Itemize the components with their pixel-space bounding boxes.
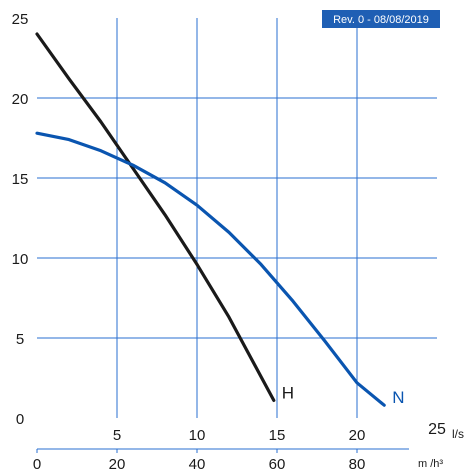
- x-tick-labels: 5 10 15 20 25: [113, 421, 446, 444]
- x-unit-primary: l/s: [452, 427, 464, 441]
- series-line-H: [35, 32, 276, 402]
- secondary-tick-label: 80: [349, 456, 366, 472]
- curves: [35, 32, 386, 407]
- series-line-N: [35, 131, 386, 407]
- y-tick-label: 25: [12, 11, 29, 28]
- secondary-tick-label: 20: [109, 456, 126, 472]
- x-tick-label: 5: [113, 427, 121, 444]
- secondary-tick-label: 40: [189, 456, 206, 472]
- y-tick-label: 20: [12, 91, 29, 108]
- series-label-H: H: [282, 383, 294, 402]
- y-tick-label: 0: [16, 411, 24, 428]
- grid: [37, 18, 437, 450]
- y-tick-label: 15: [12, 171, 29, 188]
- x-tick-label: 10: [189, 427, 206, 444]
- series-label-N: N: [392, 388, 404, 407]
- x-unit-secondary: m /h³: [418, 458, 443, 470]
- secondary-tick-label: 60: [269, 456, 286, 472]
- y-tick-label: 5: [16, 331, 24, 348]
- revision-label: Rev. 0 - 08/08/2019: [333, 14, 429, 26]
- y-tick-label: 10: [12, 251, 29, 268]
- revision-badge: [322, 10, 440, 28]
- y-tick-labels: 0 5 10 15 20 25: [12, 11, 29, 428]
- x-tick-label: 25: [428, 421, 446, 438]
- secondary-tick-label: 0: [33, 456, 41, 472]
- secondary-tick-labels: 0 20 40 60 80: [33, 449, 366, 472]
- x-tick-label: 20: [349, 427, 366, 444]
- x-tick-label: 15: [269, 427, 286, 444]
